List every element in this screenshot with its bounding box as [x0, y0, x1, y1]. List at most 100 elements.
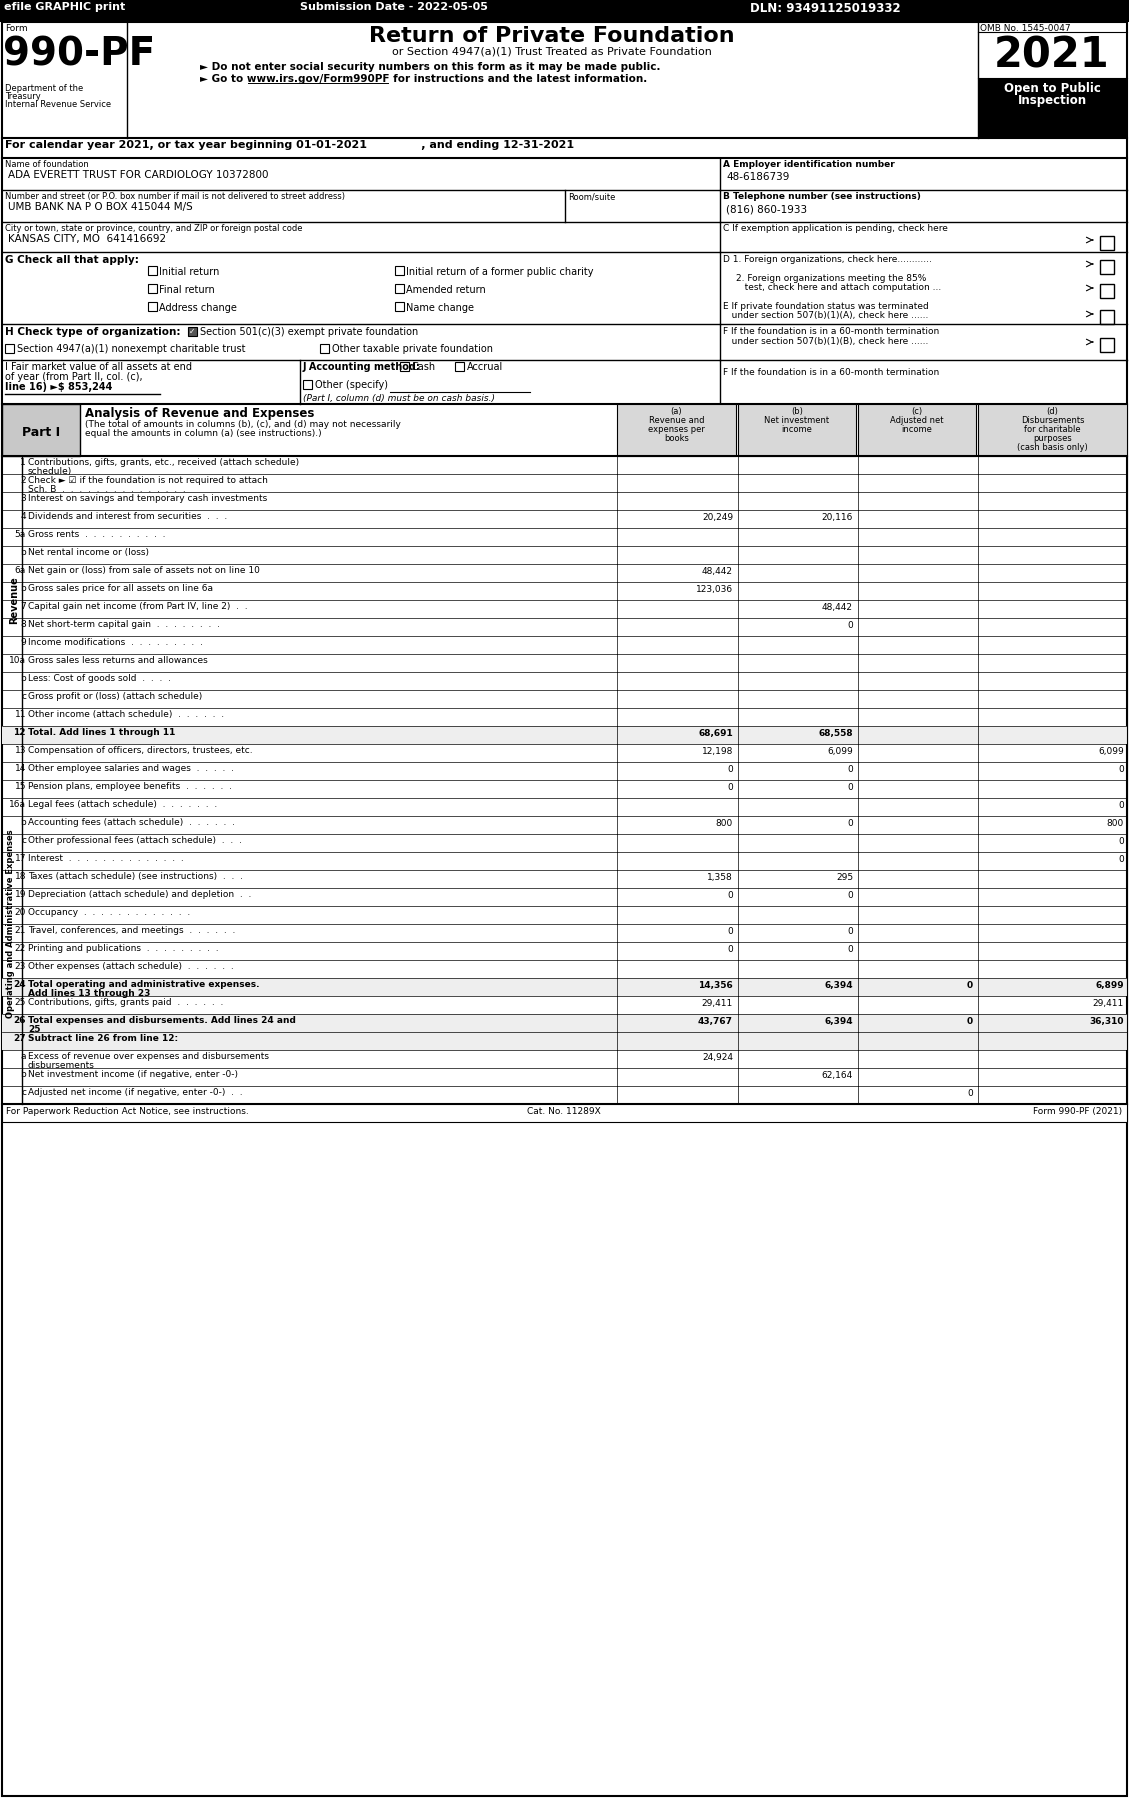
Text: Net investment income (if negative, enter -0-): Net investment income (if negative, ente… — [28, 1070, 238, 1079]
Text: 0: 0 — [847, 764, 854, 773]
Bar — [1100, 284, 1114, 298]
Text: Net rental income or (loss): Net rental income or (loss) — [28, 548, 149, 557]
Text: 29,411: 29,411 — [702, 1000, 733, 1009]
Text: E If private foundation status was terminated: E If private foundation status was termi… — [723, 302, 929, 311]
Text: 0: 0 — [727, 892, 733, 901]
Text: Other expenses (attach schedule)  .  .  .  .  .  .: Other expenses (attach schedule) . . . .… — [28, 962, 234, 971]
Text: Form: Form — [5, 23, 27, 32]
Bar — [1100, 261, 1114, 273]
Bar — [320, 343, 329, 352]
Text: Amended return: Amended return — [406, 286, 485, 295]
Text: Subtract line 26 from line 12:: Subtract line 26 from line 12: — [28, 1034, 178, 1043]
Text: ► Do not enter social security numbers on this form as it may be made public.: ► Do not enter social security numbers o… — [200, 61, 660, 72]
Text: ► Go to www.irs.gov/Form990PF for instructions and the latest information.: ► Go to www.irs.gov/Form990PF for instru… — [200, 74, 647, 85]
Text: 6,099: 6,099 — [1099, 746, 1124, 755]
Text: (a): (a) — [671, 406, 682, 415]
Text: 19: 19 — [15, 890, 26, 899]
Text: KANSAS CITY, MO  641416692: KANSAS CITY, MO 641416692 — [8, 234, 166, 245]
Text: Address change: Address change — [159, 304, 237, 313]
Bar — [0, 0, 1129, 22]
Text: efile GRAPHIC print: efile GRAPHIC print — [5, 2, 125, 13]
Text: of year (from Part II, col. (c),: of year (from Part II, col. (c), — [5, 372, 142, 381]
Text: b: b — [20, 584, 26, 593]
Text: (cash basis only): (cash basis only) — [1017, 442, 1088, 451]
Bar — [455, 361, 464, 370]
Bar — [2, 1032, 1127, 1050]
Text: J Accounting method:: J Accounting method: — [303, 361, 421, 372]
Text: Travel, conferences, and meetings  .  .  .  .  .  .: Travel, conferences, and meetings . . . … — [28, 926, 235, 935]
Text: 48,442: 48,442 — [822, 602, 854, 611]
Text: b: b — [20, 1070, 26, 1079]
Text: 24: 24 — [14, 980, 26, 989]
Text: 123,036: 123,036 — [695, 584, 733, 593]
Text: Check ► ☑ if the foundation is not required to attach: Check ► ☑ if the foundation is not requi… — [28, 476, 268, 485]
Text: 16a: 16a — [9, 800, 26, 809]
Text: 24,924: 24,924 — [702, 1054, 733, 1063]
Text: Accrual: Accrual — [467, 361, 504, 372]
Text: 27: 27 — [14, 1034, 26, 1043]
Text: F If the foundation is in a 60-month termination: F If the foundation is in a 60-month ter… — [723, 327, 939, 336]
Text: Room/suite: Room/suite — [568, 192, 615, 201]
Text: 6,899: 6,899 — [1095, 982, 1124, 991]
Text: Interest  .  .  .  .  .  .  .  .  .  .  .  .  .  .: Interest . . . . . . . . . . . . . . — [28, 854, 184, 863]
Text: Total operating and administrative expenses.: Total operating and administrative expen… — [28, 980, 260, 989]
Text: Gross profit or (loss) (attach schedule): Gross profit or (loss) (attach schedule) — [28, 692, 202, 701]
Text: Initial return of a former public charity: Initial return of a former public charit… — [406, 266, 594, 277]
Text: 800: 800 — [1106, 820, 1124, 829]
Text: 20,249: 20,249 — [702, 512, 733, 521]
Text: Cash: Cash — [412, 361, 436, 372]
Text: 9: 9 — [20, 638, 26, 647]
Text: 0: 0 — [1118, 800, 1124, 811]
Text: Compensation of officers, directors, trustees, etc.: Compensation of officers, directors, tru… — [28, 746, 253, 755]
Text: DLN: 93491125019332: DLN: 93491125019332 — [750, 2, 901, 14]
Text: 20: 20 — [15, 908, 26, 917]
Text: Sch. B  .  .  .  .  .  .  .  .  .  .  .  .  .  .  .: Sch. B . . . . . . . . . . . . . . . — [28, 485, 186, 494]
Text: 0: 0 — [966, 982, 973, 991]
Text: Dividends and interest from securities  .  .  .: Dividends and interest from securities .… — [28, 512, 227, 521]
Bar — [978, 405, 1127, 457]
Text: Printing and publications  .  .  .  .  .  .  .  .  .: Printing and publications . . . . . . . … — [28, 944, 219, 953]
Text: 26: 26 — [14, 1016, 26, 1025]
Text: 7: 7 — [20, 602, 26, 611]
Text: 25: 25 — [15, 998, 26, 1007]
Bar — [978, 77, 1127, 138]
Text: Other professional fees (attach schedule)  .  .  .: Other professional fees (attach schedule… — [28, 836, 242, 845]
Text: 5a: 5a — [15, 530, 26, 539]
Text: Name change: Name change — [406, 304, 474, 313]
Bar — [858, 405, 975, 457]
Text: Other employee salaries and wages  .  .  .  .  .: Other employee salaries and wages . . . … — [28, 764, 234, 773]
Text: line 16) ►$ 853,244: line 16) ►$ 853,244 — [5, 381, 113, 392]
Text: 2: 2 — [20, 476, 26, 485]
Text: 0: 0 — [847, 946, 854, 955]
Text: C If exemption application is pending, check here: C If exemption application is pending, c… — [723, 225, 948, 234]
Text: Gross rents  .  .  .  .  .  .  .  .  .  .: Gross rents . . . . . . . . . . — [28, 530, 166, 539]
Text: Less: Cost of goods sold  .  .  .  .: Less: Cost of goods sold . . . . — [28, 674, 170, 683]
Text: income: income — [781, 424, 813, 433]
Text: for charitable: for charitable — [1024, 424, 1080, 433]
Text: 6,099: 6,099 — [828, 746, 854, 755]
Bar — [2, 726, 1127, 744]
Text: Operating and Administrative Expenses: Operating and Administrative Expenses — [7, 829, 16, 1018]
Text: Depreciation (attach schedule) and depletion  .  .: Depreciation (attach schedule) and deple… — [28, 890, 252, 899]
Text: Section 4947(a)(1) nonexempt charitable trust: Section 4947(a)(1) nonexempt charitable … — [17, 343, 245, 354]
Text: Net gain or (loss) from sale of assets not on line 10: Net gain or (loss) from sale of assets n… — [28, 566, 260, 575]
Text: 14: 14 — [15, 764, 26, 773]
Text: 68,691: 68,691 — [698, 728, 733, 737]
Text: Interest on savings and temporary cash investments: Interest on savings and temporary cash i… — [28, 494, 268, 503]
Text: 0: 0 — [847, 820, 854, 829]
Text: OMB No. 1545-0047: OMB No. 1545-0047 — [980, 23, 1070, 32]
Text: schedule): schedule) — [28, 467, 72, 476]
Text: (Part I, column (d) must be on cash basis.): (Part I, column (d) must be on cash basi… — [303, 394, 495, 403]
Text: Contributions, gifts, grants, etc., received (attach schedule): Contributions, gifts, grants, etc., rece… — [28, 458, 299, 467]
Text: b: b — [20, 674, 26, 683]
Text: Pension plans, employee benefits  .  .  .  .  .  .: Pension plans, employee benefits . . . .… — [28, 782, 231, 791]
Text: 25: 25 — [28, 1025, 41, 1034]
Text: 22: 22 — [15, 944, 26, 953]
Text: under section 507(b)(1)(A), check here ......: under section 507(b)(1)(A), check here .… — [723, 311, 928, 320]
Text: 6,394: 6,394 — [824, 982, 854, 991]
Text: disbursements: disbursements — [28, 1061, 95, 1070]
Text: Adjusted net: Adjusted net — [891, 415, 944, 424]
Text: 6a: 6a — [15, 566, 26, 575]
Text: Submission Date - 2022-05-05: Submission Date - 2022-05-05 — [300, 2, 488, 13]
Text: 10a: 10a — [9, 656, 26, 665]
